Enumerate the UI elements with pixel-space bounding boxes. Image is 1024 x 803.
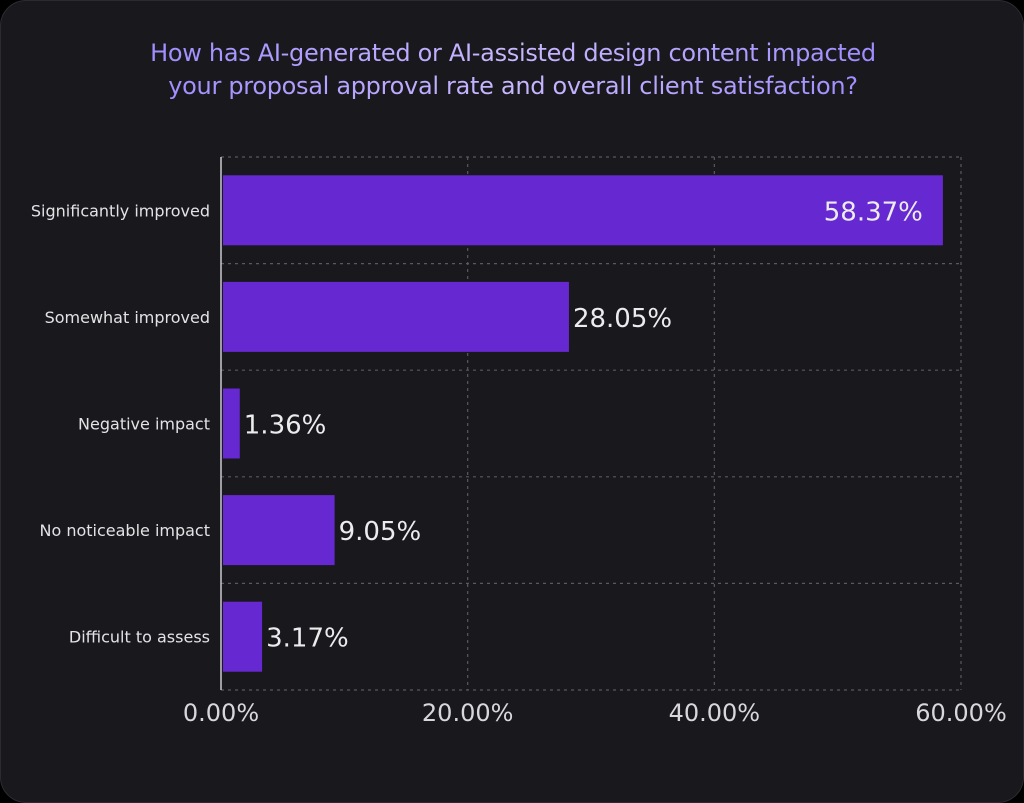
data-label: 58.37% <box>824 197 923 227</box>
x-tick-label: 60.00% <box>915 699 1007 727</box>
x-tick-label: 40.00% <box>669 699 761 727</box>
chart-title-line-1: How has AI-generated or AI-assisted desi… <box>1 37 1023 70</box>
category-label: No noticeable impact <box>39 521 210 540</box>
bar <box>223 388 240 459</box>
data-label: 3.17% <box>266 624 349 654</box>
category-label: Difficult to assess <box>69 628 210 647</box>
category-label: Significantly improved <box>31 201 210 220</box>
x-tick-label: 0.00% <box>183 699 259 727</box>
category-label: Somewhat improved <box>45 308 210 327</box>
category-label: Negative impact <box>78 415 210 434</box>
data-label: 9.05% <box>339 517 422 547</box>
chart-title: How has AI-generated or AI-assisted desi… <box>1 37 1023 103</box>
bar <box>223 175 943 246</box>
chart-title-line-2: your proposal approval rate and overall … <box>1 70 1023 103</box>
data-label: 28.05% <box>573 304 672 334</box>
data-label: 1.36% <box>244 411 327 441</box>
x-tick-label: 20.00% <box>422 699 514 727</box>
bar <box>223 281 569 352</box>
bar <box>223 601 263 672</box>
bar <box>223 495 335 566</box>
